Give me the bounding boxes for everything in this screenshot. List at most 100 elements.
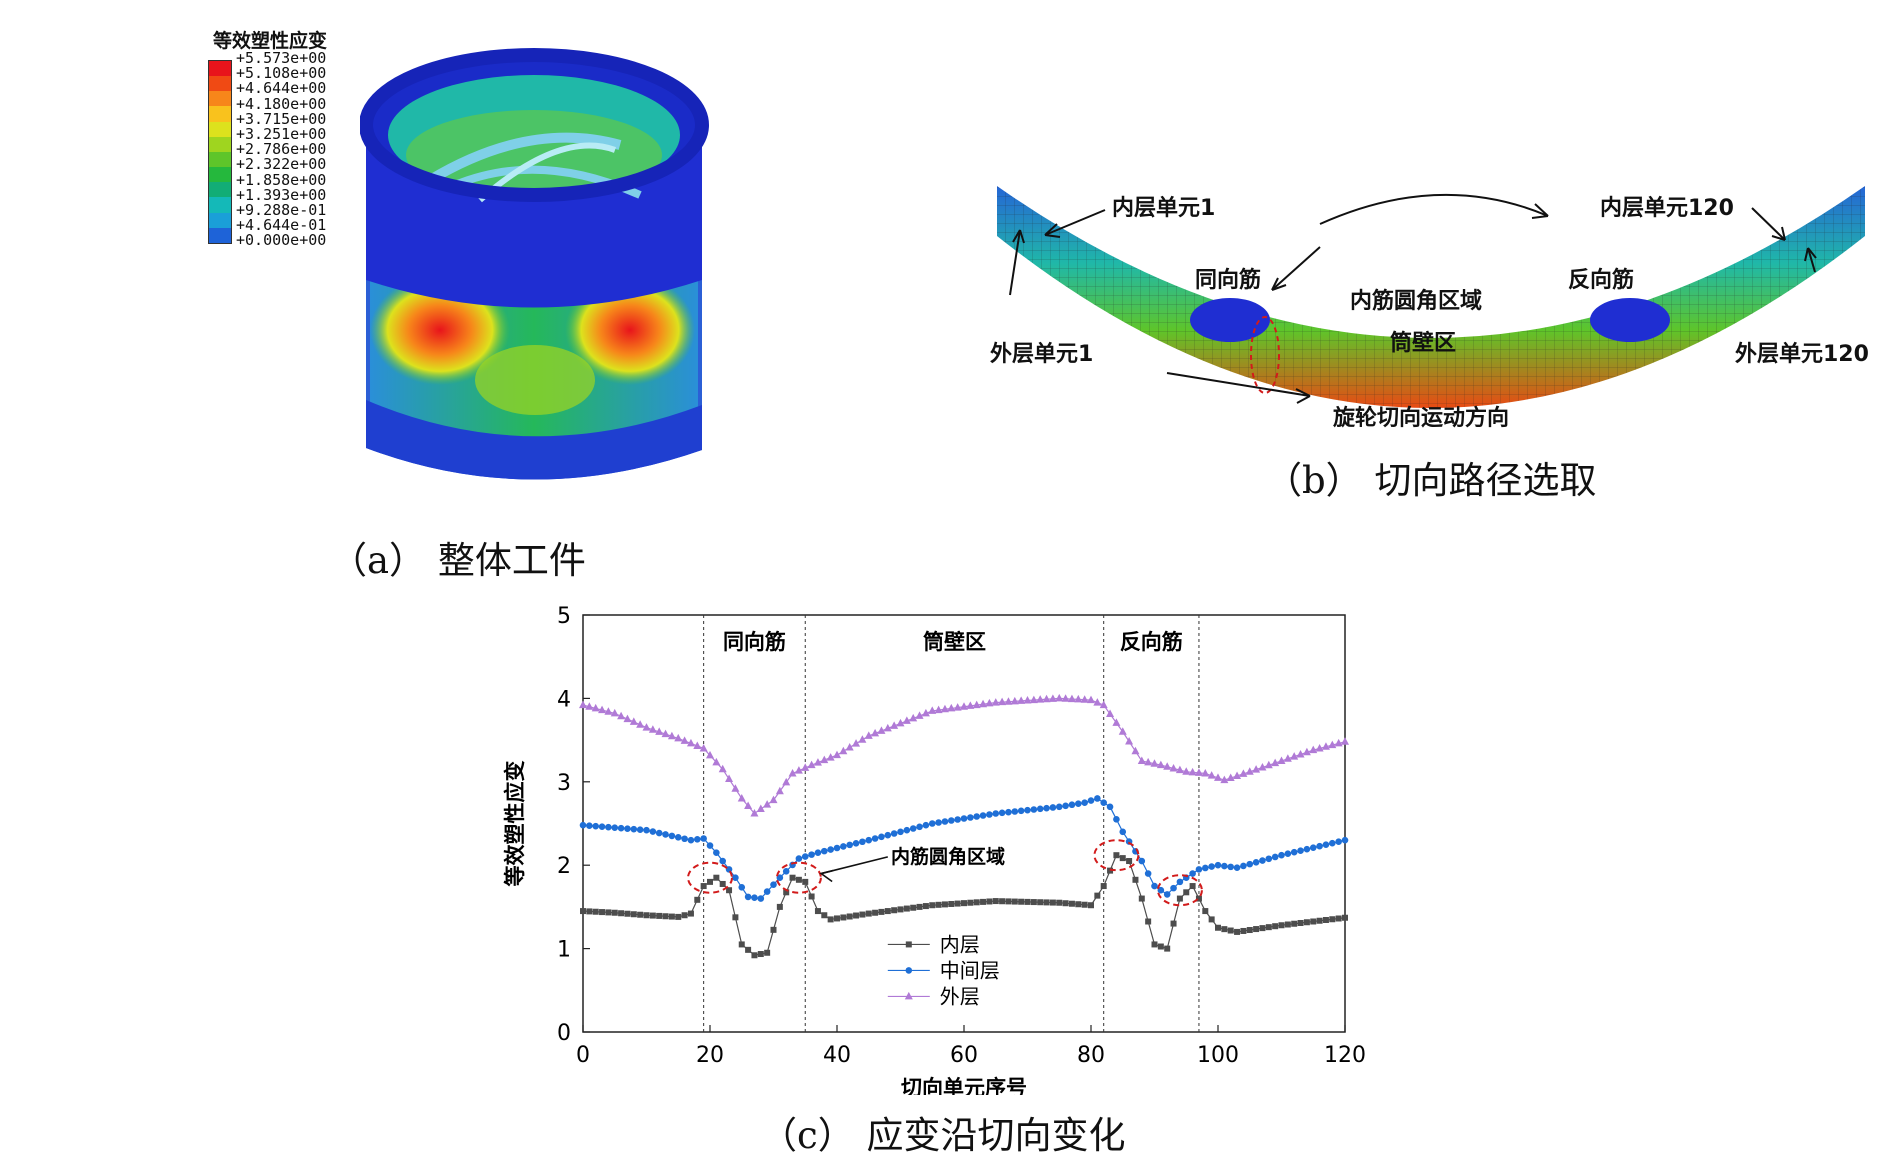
point-outer bbox=[712, 757, 721, 766]
point-outer bbox=[972, 700, 981, 709]
point-inner bbox=[694, 896, 701, 903]
point-outer bbox=[1214, 773, 1222, 781]
legend-swatch bbox=[209, 106, 231, 122]
point-outer bbox=[1175, 765, 1184, 774]
point-outer bbox=[896, 718, 905, 727]
legend-value: +0.000e+00 bbox=[236, 231, 327, 250]
point-middle bbox=[1138, 857, 1146, 865]
point-middle bbox=[916, 823, 923, 831]
point-inner bbox=[1291, 920, 1298, 927]
point-outer bbox=[1252, 765, 1261, 773]
point-middle bbox=[909, 825, 917, 832]
point-inner bbox=[1272, 923, 1279, 930]
point-outer bbox=[877, 726, 886, 734]
legend-swatch bbox=[209, 227, 231, 243]
point-inner bbox=[935, 901, 942, 908]
point-middle bbox=[1049, 804, 1057, 811]
region-label: 反向筋 bbox=[1120, 630, 1183, 654]
point-inner bbox=[681, 912, 688, 919]
point-middle bbox=[1011, 808, 1019, 815]
point-inner bbox=[580, 908, 586, 915]
point-middle bbox=[681, 835, 688, 843]
point-inner bbox=[630, 911, 637, 918]
point-inner bbox=[1068, 900, 1075, 907]
annotation-arrowhead bbox=[819, 869, 834, 883]
point-inner bbox=[700, 883, 707, 890]
point-middle bbox=[617, 824, 625, 832]
point-middle bbox=[986, 811, 993, 818]
point-middle bbox=[1144, 870, 1152, 877]
label-fillet: 内筋圆角区域 bbox=[1350, 289, 1483, 314]
point-middle bbox=[1017, 807, 1025, 815]
point-outer bbox=[1029, 695, 1038, 704]
point-inner bbox=[637, 911, 644, 918]
point-middle bbox=[1278, 851, 1285, 859]
point-middle bbox=[1081, 799, 1088, 806]
point-outer bbox=[750, 808, 759, 817]
point-middle bbox=[687, 836, 695, 844]
point-outer bbox=[1201, 768, 1210, 777]
point-outer bbox=[858, 735, 867, 743]
point-middle bbox=[674, 834, 682, 841]
point-middle bbox=[744, 893, 752, 901]
point-middle bbox=[668, 832, 676, 840]
legend-value: +2.786e+00 bbox=[236, 140, 327, 159]
point-middle bbox=[967, 814, 974, 821]
point-outer bbox=[794, 766, 803, 774]
point-inner bbox=[929, 902, 936, 909]
point-outer bbox=[731, 784, 740, 792]
point-inner bbox=[922, 903, 929, 910]
point-outer bbox=[1061, 694, 1070, 702]
point-outer bbox=[934, 705, 943, 714]
point-middle bbox=[579, 821, 587, 829]
point-inner bbox=[1157, 943, 1164, 950]
point-outer bbox=[1055, 693, 1064, 702]
point-inner bbox=[910, 904, 917, 911]
label-outer-1: 外层单元1 bbox=[990, 342, 1094, 367]
point-inner bbox=[853, 912, 860, 919]
legend-swatch bbox=[209, 212, 231, 228]
point-inner bbox=[1322, 916, 1329, 923]
point-outer bbox=[1087, 695, 1095, 704]
x-tick-label: 40 bbox=[823, 1043, 851, 1068]
point-inner bbox=[757, 951, 764, 958]
point-inner bbox=[1246, 927, 1253, 934]
point-inner bbox=[656, 912, 663, 919]
point-inner bbox=[1138, 895, 1145, 902]
point-outer bbox=[680, 736, 689, 744]
point-outer bbox=[871, 728, 880, 737]
point-inner bbox=[1018, 898, 1025, 905]
point-middle bbox=[998, 809, 1006, 817]
point-outer bbox=[686, 738, 695, 747]
point-inner bbox=[770, 926, 777, 933]
point-inner bbox=[1221, 926, 1228, 933]
point-middle bbox=[1341, 836, 1349, 844]
point-middle bbox=[586, 822, 593, 829]
point-inner bbox=[1278, 922, 1285, 929]
point-inner bbox=[783, 889, 790, 896]
point-outer bbox=[1074, 694, 1083, 703]
point-middle bbox=[979, 812, 987, 819]
point-middle bbox=[1303, 845, 1311, 853]
point-middle bbox=[630, 825, 638, 833]
point-middle bbox=[1265, 855, 1273, 863]
x-tick-label: 60 bbox=[950, 1043, 978, 1068]
y-tick-label: 3 bbox=[557, 771, 571, 796]
point-outer bbox=[1328, 740, 1337, 749]
point-inner bbox=[1329, 916, 1336, 923]
point-middle bbox=[1252, 859, 1260, 866]
point-outer bbox=[642, 723, 651, 731]
point-inner bbox=[732, 914, 739, 921]
point-outer bbox=[966, 701, 975, 709]
point-inner bbox=[649, 912, 656, 919]
y-tick-label: 4 bbox=[557, 687, 571, 712]
point-outer bbox=[604, 707, 613, 715]
point-outer bbox=[718, 764, 727, 773]
region-label: 筒壁区 bbox=[923, 630, 986, 654]
point-inner bbox=[1037, 899, 1044, 906]
annotation-label: 内筋圆角区域 bbox=[891, 845, 1005, 868]
point-inner bbox=[1234, 928, 1241, 935]
point-middle bbox=[808, 851, 815, 858]
point-inner bbox=[668, 913, 675, 920]
y-tick-label: 5 bbox=[557, 604, 571, 629]
